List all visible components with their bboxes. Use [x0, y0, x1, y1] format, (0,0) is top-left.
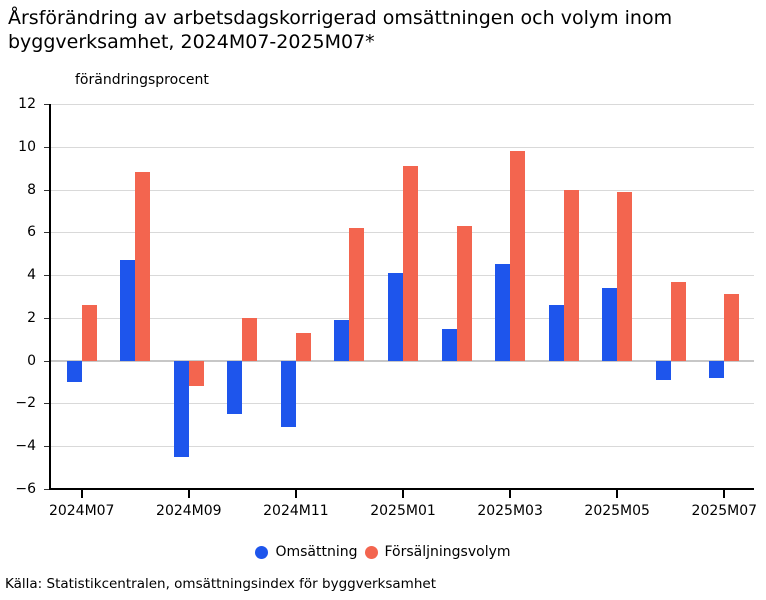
y-tick-label: 0	[27, 352, 36, 369]
bar-omsattning	[227, 360, 243, 415]
gridline--2	[50, 403, 754, 405]
x-axis-tick	[616, 490, 619, 498]
bar-forsaljningsvolym	[510, 151, 526, 361]
y-axis-tick	[44, 317, 50, 319]
legend-dot-forsaljningsvolym	[364, 545, 378, 559]
gridline-8	[50, 189, 754, 191]
bar-omsattning	[548, 305, 564, 361]
y-tick-label: 4	[27, 267, 36, 284]
bar-forsaljningsvolym	[670, 281, 686, 361]
bar-omsattning	[334, 320, 350, 361]
x-tick-label: 2024M09	[156, 503, 222, 519]
y-axis-tick	[44, 232, 50, 234]
legend-dot-omsattning	[255, 545, 269, 559]
y-tick-label: 2	[27, 309, 36, 326]
bar-forsaljningsvolym	[724, 294, 740, 361]
bar-omsattning	[173, 360, 189, 457]
chart-legend: Omsättning Försäljningsvolym	[0, 544, 766, 560]
x-axis-tick	[723, 490, 726, 498]
y-axis-tick	[44, 146, 50, 148]
x-tick-label: 2024M11	[263, 503, 329, 519]
y-tick-label: −4	[15, 438, 36, 455]
bar-forsaljningsvolym	[81, 305, 97, 361]
chart-title-line-2: byggverksamhet, 2024M07-2025M07*	[8, 31, 375, 53]
bar-forsaljningsvolym	[242, 317, 258, 361]
chart-title: Årsförändring av arbetsdagskorrigerad om…	[8, 6, 672, 54]
x-tick-label: 2025M07	[691, 503, 758, 519]
bar-omsattning	[66, 360, 82, 383]
x-axis-tick	[402, 490, 404, 498]
y-axis-line	[49, 104, 51, 490]
bar-omsattning	[709, 360, 725, 378]
y-tick-label: −6	[15, 481, 36, 497]
y-axis-tick	[44, 360, 50, 362]
bar-forsaljningsvolym	[135, 172, 151, 361]
y-axis-unit-label: förändringsprocent	[75, 72, 209, 88]
y-axis-tick	[44, 446, 50, 448]
y-axis-tick	[44, 189, 50, 191]
y-axis-tick	[44, 489, 50, 490]
bar-forsaljningsvolym	[403, 166, 418, 361]
x-tick-label: 2025M01	[370, 503, 436, 519]
chart-title-line-1: Årsförändring av arbetsdagskorrigerad om…	[8, 7, 673, 29]
chart-plot-area: 12 10 8 6 4 2 0 −2 −4 −6 2024M07 2024M09 2024M11 2025…	[15, 97, 757, 519]
bar-omsattning	[441, 328, 457, 361]
x-axis-tick	[294, 490, 297, 498]
legend-label-forsaljningsvolym: Försäljningsvolym	[384, 544, 511, 560]
legend-item-omsattning: Omsättning	[255, 544, 358, 560]
bar-omsattning	[495, 264, 511, 361]
gridline-0	[50, 359, 754, 362]
y-tick-label: −2	[15, 395, 36, 412]
y-axis-tick	[44, 403, 50, 405]
x-tick-label: 2025M05	[584, 503, 650, 519]
legend-label-omsattning: Omsättning	[275, 544, 358, 560]
x-tick-label: 2024M07	[48, 503, 115, 519]
y-axis-tick	[44, 104, 50, 105]
x-tick-label: 2025M03	[477, 503, 543, 519]
y-tick-label: 6	[27, 224, 36, 241]
bar-omsattning	[602, 287, 618, 361]
gridline-12	[50, 104, 754, 105]
bar-omsattning	[388, 272, 403, 361]
x-axis-tick	[80, 490, 83, 498]
bar-forsaljningsvolym	[456, 225, 472, 361]
bar-omsattning	[120, 260, 136, 361]
x-axis-tick	[509, 490, 512, 498]
gridline--4	[50, 446, 754, 448]
bar-omsattning	[280, 360, 296, 427]
bar-forsaljningsvolym	[617, 191, 633, 361]
y-tick-label: 10	[18, 138, 36, 155]
bar-forsaljningsvolym	[188, 360, 204, 387]
bar-forsaljningsvolym	[295, 332, 311, 361]
gridline-10	[50, 146, 754, 148]
source-text: Källa: Statistikcentralen, omsättningsin…	[5, 576, 436, 592]
y-axis-tick	[44, 275, 50, 277]
bar-forsaljningsvolym	[563, 189, 579, 361]
bar-forsaljningsvolym	[349, 228, 365, 361]
x-axis-tick	[187, 490, 190, 498]
x-axis-line	[49, 488, 754, 490]
y-tick-label: 12	[18, 96, 36, 112]
gridline-6	[50, 232, 754, 234]
bar-omsattning	[655, 360, 671, 380]
y-tick-label: 8	[27, 181, 36, 198]
legend-item-forsaljningsvolym: Försäljningsvolym	[364, 544, 511, 560]
